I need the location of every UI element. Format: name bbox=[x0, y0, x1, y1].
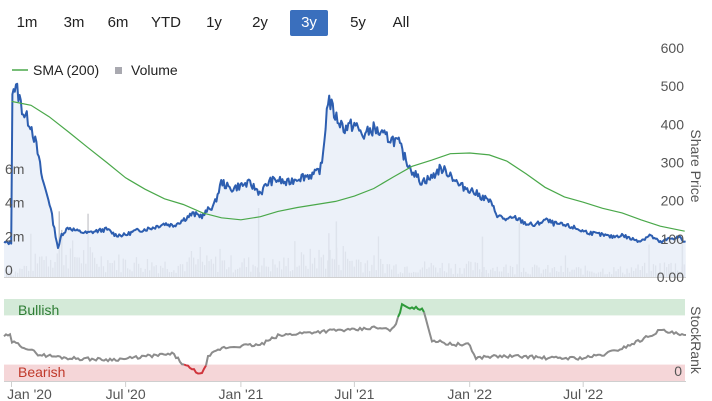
legend-volume-label: Volume bbox=[131, 62, 178, 78]
volume-tick-label: 6m bbox=[5, 161, 24, 177]
range-button-3y[interactable]: 3y bbox=[290, 10, 328, 36]
bearish-label: Bearish bbox=[18, 364, 65, 380]
stockrank-line bbox=[3, 332, 185, 366]
legend-sma-label: SMA (200) bbox=[33, 62, 99, 78]
x-tick-label: Jul '20 bbox=[106, 386, 146, 401]
volume-tick-label: 2m bbox=[5, 228, 24, 244]
range-button-3m[interactable]: 3m bbox=[63, 14, 85, 31]
stockrank-line bbox=[183, 363, 207, 375]
x-tick-label: Jan '20 bbox=[7, 386, 52, 401]
range-button-1y[interactable]: 1y bbox=[206, 14, 222, 31]
stockrank-line bbox=[205, 316, 399, 366]
stockrank-axis-title: StockRank bbox=[688, 306, 704, 375]
price-tick-label: 200 bbox=[661, 193, 685, 209]
range-button-1m[interactable]: 1m bbox=[16, 14, 38, 31]
bullish-band bbox=[4, 299, 685, 316]
legend-volume-swatch bbox=[115, 67, 122, 74]
volume-tick-label: 0 bbox=[5, 262, 13, 278]
price-tick-label: 0.00 bbox=[657, 269, 684, 285]
stockrank-line bbox=[397, 302, 425, 318]
price-tick-label: 400 bbox=[661, 116, 685, 132]
volume-tick-label: 4m bbox=[5, 195, 24, 211]
range-button-all[interactable]: All bbox=[392, 14, 410, 31]
range-button-2y[interactable]: 2y bbox=[252, 14, 268, 31]
price-tick-label: 600 bbox=[661, 40, 685, 56]
x-tick-label: Jul '22 bbox=[563, 386, 603, 401]
range-button-ytd[interactable]: YTD bbox=[151, 14, 181, 31]
sma-line bbox=[11, 100, 685, 232]
price-area bbox=[4, 83, 686, 277]
x-tick-label: Jan '22 bbox=[447, 386, 492, 401]
price-tick-label: 100 bbox=[661, 231, 685, 247]
price-axis-title: Share Price bbox=[688, 129, 704, 202]
bullish-label: Bullish bbox=[18, 302, 59, 318]
price-tick-label: 500 bbox=[661, 78, 685, 94]
price-line bbox=[3, 82, 686, 249]
range-button-6m[interactable]: 6m bbox=[107, 14, 129, 31]
price-tick-label: 300 bbox=[661, 155, 685, 171]
stockrank-line bbox=[423, 311, 687, 361]
range-button-5y[interactable]: 5y bbox=[350, 14, 366, 31]
stockrank-tick-label: 0 bbox=[674, 363, 682, 379]
x-tick-label: Jan '21 bbox=[219, 386, 264, 401]
bearish-band bbox=[4, 364, 685, 381]
x-tick-label: Jul '21 bbox=[334, 386, 374, 401]
